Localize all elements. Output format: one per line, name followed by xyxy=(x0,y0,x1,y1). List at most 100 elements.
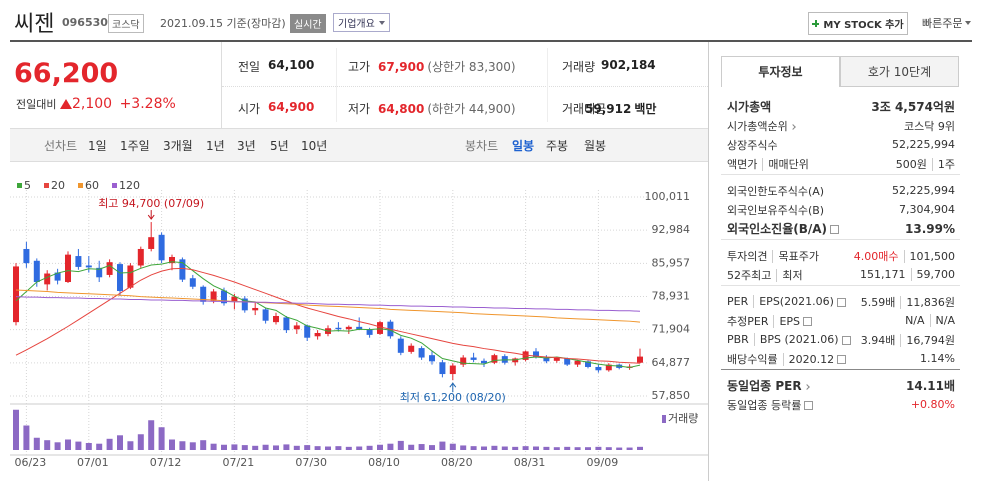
label: 빠른주문 xyxy=(922,17,963,30)
tab[interactable]: 일봉 xyxy=(512,139,535,153)
price: 66,200 xyxy=(14,58,119,89)
candle-body xyxy=(221,290,227,304)
tab[interactable]: 10년 xyxy=(301,139,328,153)
volume-bar xyxy=(169,439,175,450)
row-values: +0.80% xyxy=(911,398,955,411)
tab[interactable]: 1일 xyxy=(88,139,107,153)
volume-bar xyxy=(449,443,456,450)
volume-bar xyxy=(262,444,269,450)
tab[interactable]: 5년 xyxy=(270,139,289,153)
x-tick-label: 08/20 xyxy=(441,456,473,469)
volume-bar xyxy=(314,446,321,450)
y-tick-label: 71,904 xyxy=(652,323,691,336)
tab[interactable]: 1주일 xyxy=(120,139,150,153)
row-value: 52,225,994 xyxy=(892,184,955,197)
tab[interactable]: 3개월 xyxy=(163,139,193,153)
x-tick-label: 07/12 xyxy=(150,456,182,469)
candle-body xyxy=(439,362,446,375)
date: 2021.09.15 기준(장마감) xyxy=(160,17,286,30)
volume-bar xyxy=(460,445,467,450)
info-tab[interactable]: 호가 10단계 xyxy=(840,56,959,87)
row-value: 5.59배 xyxy=(860,295,896,309)
quick-order[interactable]: 빠른주문 xyxy=(922,15,972,31)
row-value: 16,794원 xyxy=(900,333,955,347)
row-values: 14.11배 xyxy=(906,377,955,394)
separator xyxy=(721,369,960,370)
change-value: 2,100 xyxy=(71,96,113,112)
volume-bar xyxy=(553,447,560,450)
change-rate: +3.28% xyxy=(119,96,176,112)
cell-value: 64,100 xyxy=(268,58,314,72)
tab[interactable]: 3년 xyxy=(237,139,256,153)
row-value: 52,225,994 xyxy=(892,138,955,151)
row-labels: 동일업종 등락률 xyxy=(727,397,814,413)
chart-tabs xyxy=(10,128,708,162)
candle-body xyxy=(33,260,40,283)
tab[interactable]: 월봉 xyxy=(584,139,607,153)
cell-label: 거래량 xyxy=(562,60,596,74)
row-label: 시가총액 xyxy=(727,100,772,114)
candle-body xyxy=(356,326,363,330)
info-row: 추정PER EPS N/A N/A xyxy=(727,311,955,330)
x-tick-label: 07/01 xyxy=(77,456,109,469)
row-labels: 배당수익률 2020.12 xyxy=(727,351,847,367)
tab[interactable]: 주봉 xyxy=(546,139,569,153)
candle-body xyxy=(148,237,155,249)
tab[interactable]: 1년 xyxy=(206,139,225,153)
candle-body xyxy=(158,234,165,261)
volume-bar xyxy=(127,441,134,450)
volume-bar xyxy=(470,446,477,450)
candle-body xyxy=(252,307,259,311)
legend-swatch xyxy=(662,415,666,423)
row-values: 500원 1주 xyxy=(896,156,955,172)
company-info[interactable]: 기업개요 xyxy=(333,13,390,32)
candle-body xyxy=(470,357,477,360)
help-icon xyxy=(804,401,814,410)
row-value: +0.80% xyxy=(910,398,955,411)
x-tick-label: 09/09 xyxy=(587,456,619,469)
more-icon xyxy=(789,123,796,130)
volume-bar xyxy=(293,445,300,450)
volume-bar xyxy=(65,439,71,450)
y-tick-label: 85,957 xyxy=(652,256,691,269)
candle-body xyxy=(418,348,425,358)
row-value: 코스닥 9위 xyxy=(904,119,955,133)
more-icon xyxy=(803,383,810,390)
header-rule xyxy=(10,40,972,42)
my-stock-button[interactable]: MY STOCK 추가 xyxy=(808,12,908,35)
volume-bar xyxy=(210,443,217,450)
volume-bar xyxy=(595,446,602,450)
volume-bar xyxy=(117,435,123,450)
row-values: N/A N/A xyxy=(905,314,955,327)
row-values: 7,304,904 xyxy=(899,203,955,216)
cell-value: 67,900 (상한가 83,300) xyxy=(378,58,516,75)
row-values: 3조 4,574억원 xyxy=(871,98,955,115)
volume-bar xyxy=(533,446,539,450)
realtime-badge[interactable]: 실시간 xyxy=(290,14,326,33)
info-row: 동일업종 등락률 +0.80% xyxy=(727,395,955,414)
info-tab[interactable]: 투자정보 xyxy=(721,56,840,87)
cell-value: 64,900 xyxy=(268,100,314,114)
legend-label: 120 xyxy=(119,179,140,192)
unit: 백만 xyxy=(634,102,657,116)
volume-bar xyxy=(231,444,238,450)
candle-body xyxy=(273,315,279,323)
candle-body xyxy=(169,256,175,264)
caret xyxy=(965,20,972,28)
info-row: 상장주식수 52,225,994 xyxy=(727,135,955,154)
row-value: 3.94배 xyxy=(860,333,896,347)
row-label: EPS xyxy=(773,314,801,328)
volume-bar xyxy=(501,446,508,450)
row-values: 151,171 59,700 xyxy=(860,268,955,281)
help-icon xyxy=(803,317,813,326)
volume-bar xyxy=(491,445,498,450)
row-labels: PER EPS(2021.06) xyxy=(727,295,846,308)
volume-bar xyxy=(366,445,373,450)
up-arrow xyxy=(59,99,72,109)
row-value: 4.00매수 xyxy=(853,249,899,263)
row-label: 외국인보유주식수(B) xyxy=(727,203,825,217)
row-label: BPS (2021.06) xyxy=(753,333,839,346)
row-labels: 시가총액 xyxy=(727,98,771,115)
x-tick-label: 07/30 xyxy=(295,456,327,469)
